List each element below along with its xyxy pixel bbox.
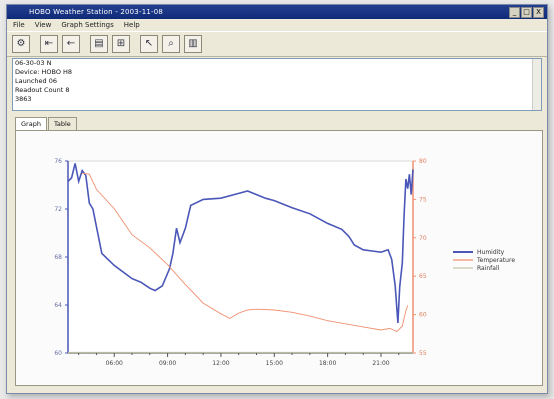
right-axis-tick-label: 60 — [419, 312, 427, 319]
menu-graph-settings[interactable]: Graph Settings — [61, 20, 114, 29]
info-line: 06-30-03 N — [15, 59, 52, 67]
menu-file[interactable]: File — [13, 20, 25, 29]
info-line: Readout Count 8 — [15, 86, 70, 94]
right-axis-tick-label: 75 — [419, 196, 427, 203]
plot-area — [67, 160, 414, 354]
panel-icon[interactable]: ▥ — [184, 35, 202, 53]
x-axis-tick-label: 21:00 — [372, 360, 389, 367]
details-scrollbar[interactable] — [532, 59, 541, 110]
right-axis-tick-label: 80 — [419, 158, 427, 165]
view-tabs: Graph Table — [15, 117, 77, 130]
menu-help[interactable]: Help — [123, 20, 140, 29]
legend-label-temperature: Temperature — [476, 257, 515, 264]
right-axis-tick-label: 70 — [419, 235, 427, 242]
sensor-chart[interactable]: 60 64 68 72 76 55 60 65 70 75 80 06:00 09:00 12:00 15:… — [16, 131, 540, 383]
left-axis-tick-label: 64 — [54, 302, 62, 309]
x-axis-tick-label: 15:00 — [266, 360, 283, 367]
app-window: HOBO Weather Station - 2003-11-08 _ □ X … — [6, 4, 548, 394]
maximize-button[interactable]: □ — [521, 7, 532, 18]
series-line-humidity — [67, 163, 414, 324]
series-line-temperature — [82, 172, 409, 333]
legend-label-rainfall: Rainfall — [477, 265, 500, 272]
info-line: Launched 06 — [15, 77, 57, 85]
left-axis-tick-label: 60 — [54, 350, 62, 357]
window-controls: _ □ X — [509, 7, 544, 18]
frame-icon[interactable]: ⊞ — [112, 35, 130, 53]
info-line: 3863 — [15, 95, 32, 103]
left-axis-tick-label: 68 — [54, 254, 62, 261]
arrow-left-icon[interactable]: ⇤ — [40, 35, 58, 53]
left-axis-tick-label: 76 — [54, 158, 62, 165]
settings-icon[interactable]: ⚙ — [12, 35, 30, 53]
info-line: Device: HOBO H8 — [15, 68, 73, 76]
x-axis-tick-label: 18:00 — [319, 360, 336, 367]
details-textbox[interactable]: 06-30-03 N Device: HOBO H8 Launched 06 R… — [12, 58, 542, 111]
tab-graph[interactable]: Graph — [15, 117, 47, 130]
zoom-icon[interactable]: ⌕ — [162, 35, 180, 53]
menu-view[interactable]: View — [34, 20, 52, 29]
minimize-button[interactable]: _ — [509, 7, 520, 18]
right-axis-tick-label: 65 — [419, 273, 427, 280]
close-button[interactable]: X — [533, 7, 544, 18]
x-axis-tick-label: 12:00 — [212, 360, 229, 367]
pointer-icon[interactable]: ↖ — [140, 35, 158, 53]
document-icon[interactable]: ▤ — [90, 35, 108, 53]
legend-label-humidity: Humidity — [477, 249, 505, 256]
x-axis-tick-label: 09:00 — [159, 360, 176, 367]
graph-panel: 60 64 68 72 76 55 60 65 70 75 80 06:00 09:00 12:00 15:… — [15, 130, 543, 386]
window-title: HOBO Weather Station - 2003-11-08 — [29, 8, 164, 16]
arrow-back-icon[interactable]: ← — [62, 35, 80, 53]
x-axis-tick-label: 06:00 — [106, 360, 123, 367]
right-axis-tick-label: 55 — [419, 350, 427, 357]
tab-table[interactable]: Table — [47, 117, 77, 130]
toolbar: ⚙ ⇤ ← ▤ ⊞ ↖ ⌕ ▥ — [7, 31, 547, 57]
menu-bar: File View Graph Settings Help — [7, 19, 547, 30]
title-bar[interactable]: HOBO Weather Station - 2003-11-08 _ □ X — [7, 5, 547, 19]
left-axis-tick-label: 72 — [54, 206, 62, 213]
